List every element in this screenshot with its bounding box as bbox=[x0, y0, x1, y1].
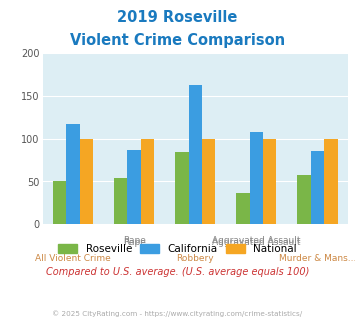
Bar bbox=[250, 132, 263, 224]
Bar bbox=[175, 152, 189, 224]
Text: Rape: Rape bbox=[123, 238, 146, 247]
Bar bbox=[114, 178, 127, 224]
Text: Compared to U.S. average. (U.S. average equals 100): Compared to U.S. average. (U.S. average … bbox=[46, 267, 309, 277]
Text: Aggravated Assault: Aggravated Assault bbox=[212, 236, 301, 245]
Bar bbox=[311, 150, 324, 224]
Bar bbox=[236, 193, 250, 224]
Text: All Violent Crime: All Violent Crime bbox=[35, 253, 111, 263]
Bar bbox=[66, 124, 80, 224]
Bar bbox=[127, 150, 141, 224]
Text: Rape: Rape bbox=[123, 236, 146, 245]
Bar bbox=[141, 139, 154, 224]
Text: Robbery: Robbery bbox=[176, 253, 214, 263]
Bar bbox=[263, 139, 277, 224]
Bar bbox=[202, 139, 215, 224]
Bar bbox=[189, 84, 202, 224]
Bar bbox=[53, 182, 66, 224]
Bar bbox=[324, 139, 338, 224]
Legend: Roseville, California, National: Roseville, California, National bbox=[54, 240, 301, 258]
Text: Aggravated Assault: Aggravated Assault bbox=[212, 238, 301, 247]
Bar bbox=[297, 175, 311, 224]
Bar bbox=[80, 139, 93, 224]
Text: Violent Crime Comparison: Violent Crime Comparison bbox=[70, 33, 285, 48]
Text: Murder & Mans...: Murder & Mans... bbox=[279, 253, 355, 263]
Text: 2019 Roseville: 2019 Roseville bbox=[117, 10, 238, 25]
Text: © 2025 CityRating.com - https://www.cityrating.com/crime-statistics/: © 2025 CityRating.com - https://www.city… bbox=[53, 310, 302, 317]
